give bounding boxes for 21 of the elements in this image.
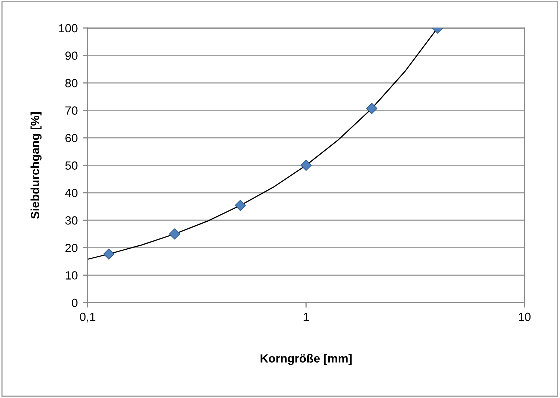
y-tick-label: 70 — [66, 106, 78, 116]
point — [104, 248, 115, 260]
x-axis-title: Korngröße [mm] — [260, 354, 352, 366]
point — [366, 103, 378, 114]
y-tick-label: 40 — [65, 189, 78, 198]
x-tick-label: 10 — [519, 312, 531, 322]
x-tick-label: 1 — [304, 313, 310, 322]
y-axis-title: Siebdurchgang [%] — [30, 112, 42, 220]
y-tick-label: 30 — [66, 216, 78, 225]
y-tick-label: 20 — [66, 244, 78, 252]
y-tick-label: 50 — [66, 162, 78, 170]
y-tick-label: 100 — [59, 24, 78, 33]
y-tick-label: 80 — [66, 79, 78, 88]
y-tick-label: 90 — [66, 52, 78, 60]
point — [169, 228, 180, 240]
x-tick-label: 0,1 — [80, 312, 96, 323]
y-tick-label: 60 — [66, 134, 78, 142]
point — [300, 160, 312, 172]
point — [235, 200, 246, 212]
y-tick-label: 10 — [66, 271, 78, 280]
y-tick-label: 0 — [72, 298, 78, 308]
